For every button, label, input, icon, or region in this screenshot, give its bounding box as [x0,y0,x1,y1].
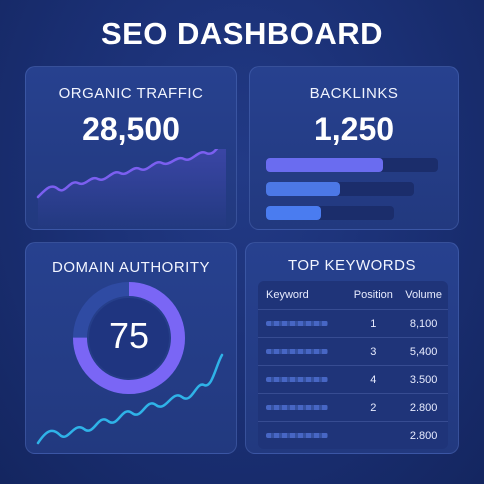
traffic-trend-chart [36,149,226,229]
traffic-area [38,149,226,229]
table-row[interactable]: 2 2.800 [258,393,448,422]
traffic-line [36,149,219,199]
organic-traffic-card: ORGANIC TRAFFIC 28,500 [25,66,237,230]
keyword-cell [258,337,348,366]
table-row[interactable]: 4 3.500 [258,365,448,394]
volume-cell: 5,400 [399,337,448,366]
backlinks-card: BACKLINKS 1,250 [249,66,459,230]
backlink-bar-3 [266,206,394,220]
column-keyword: Keyword [266,289,309,301]
backlink-bar-1 [266,158,438,172]
backlink-bar-1-fill [266,158,383,172]
keyword-placeholder [266,321,328,327]
volume-cell: 2.800 [399,421,448,449]
table-row[interactable]: 2.800 [258,421,448,449]
authority-trend-line [36,353,224,445]
column-position: Position [353,289,393,301]
page-title: SEO DASHBOARD [100,16,384,51]
domain-authority-label: DOMAIN AUTHORITY [51,259,210,276]
volume-cell: 3.500 [399,365,448,394]
volume-cell: 8,100 [399,309,448,338]
keyword-placeholder [266,349,328,355]
backlink-bar-2-fill [266,182,340,196]
position-cell: 4 [347,365,400,394]
backlink-bar-2 [266,182,414,196]
position-cell: 2 [347,393,400,422]
keywords-table: Keyword Position Volume 1 8,100 3 5,400 … [258,281,448,449]
table-row[interactable]: 3 5,400 [258,337,448,366]
keywords-table-header: Keyword Position Volume [258,281,448,310]
backlinks-label: BACKLINKS [309,85,399,102]
keyword-placeholder [266,433,328,439]
organic-traffic-value: 28,500 [82,111,180,147]
position-cell: 3 [347,337,400,366]
table-row[interactable]: 1 8,100 [258,309,448,338]
authority-score: 75 [108,315,150,356]
backlink-bar-3-fill [266,206,322,220]
position-cell: 1 [347,309,400,338]
keyword-cell [258,393,348,422]
keyword-placeholder [266,377,328,383]
column-volume: Volume [405,289,442,301]
keyword-cell [258,365,348,394]
top-keywords-card: TOP KEYWORDS Keyword Position Volume 1 8… [245,242,459,454]
authority-trend-chart [36,353,224,445]
position-cell [347,421,400,449]
organic-traffic-label: ORGANIC TRAFFIC [58,85,204,102]
top-keywords-label: TOP KEYWORDS [288,257,416,274]
keyword-placeholder [266,405,328,411]
keyword-cell [258,421,348,449]
backlinks-value: 1,250 [313,111,395,147]
volume-cell: 2.800 [399,393,448,422]
domain-authority-card: DOMAIN AUTHORITY 75 [25,242,237,454]
keyword-cell [258,309,348,338]
authority-ring [73,282,185,394]
authority-ring-arc [73,282,185,394]
